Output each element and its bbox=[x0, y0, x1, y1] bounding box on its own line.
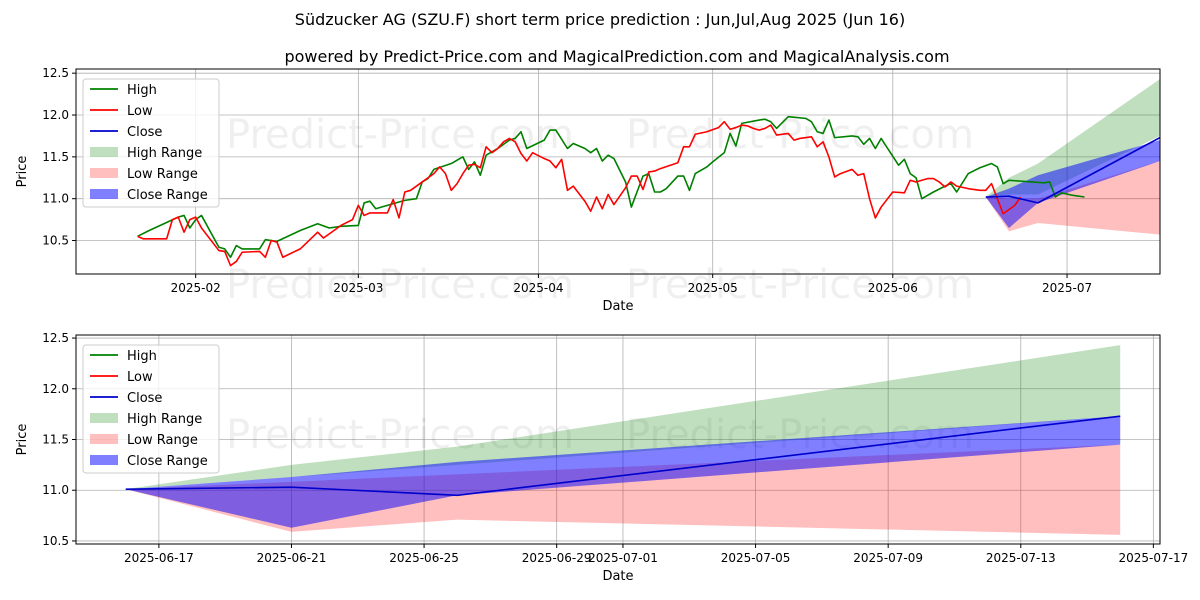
x-tick-label: 2025-07-05 bbox=[721, 551, 791, 565]
legend-label-low: Low bbox=[127, 370, 153, 385]
close-series-line bbox=[125, 415, 1121, 497]
watermark-text: Predict-Price.com bbox=[226, 412, 574, 458]
legend-box bbox=[82, 78, 220, 208]
legend-label-close-range: Close Range bbox=[127, 454, 208, 469]
y-tick-label: 12.0 bbox=[42, 108, 69, 122]
close-range-band bbox=[125, 416, 1121, 528]
legend-swatch-low-range bbox=[90, 168, 118, 178]
legend-label-low-range: Low Range bbox=[127, 433, 198, 448]
low-range-band bbox=[125, 444, 1121, 535]
legend: High Low Close High Range Low Range Close Ran… bbox=[82, 78, 220, 208]
legend-swatch-close-range bbox=[90, 455, 118, 465]
x-tick-label: 2025-06-17 bbox=[124, 551, 194, 565]
legend-label-close: Close bbox=[127, 391, 162, 406]
legend: High Low Close High Range Low Range Close Ran… bbox=[82, 344, 220, 474]
legend-swatch-high-range bbox=[90, 413, 118, 423]
x-tick-label: 2025-07-17 bbox=[1118, 551, 1188, 565]
x-axis-label: Date bbox=[602, 299, 633, 314]
plot-area bbox=[137, 79, 1160, 267]
watermark-text: Predict-Price.com bbox=[226, 112, 574, 158]
x-tick-label: 2025-06-21 bbox=[257, 551, 327, 565]
legend-swatch-high-range bbox=[90, 147, 118, 157]
legend-label-close-range: Close Range bbox=[127, 188, 208, 203]
x-tick-label: 2025-06-29 bbox=[522, 551, 592, 565]
y-axis-label: Price bbox=[15, 424, 30, 456]
x-tick-label: 2025-05 bbox=[688, 281, 738, 295]
legend-swatch-close-range bbox=[90, 189, 118, 199]
y-tick-label: 11.0 bbox=[42, 192, 69, 206]
y-tick-label: 12.5 bbox=[42, 66, 69, 80]
x-tick-label: 2025-07 bbox=[1042, 281, 1092, 295]
x-tick-label: 2025-04 bbox=[513, 281, 563, 295]
x-tick-label: 2025-06 bbox=[868, 281, 918, 295]
low-range-band bbox=[985, 161, 1160, 235]
y-tick-label: 11.0 bbox=[42, 483, 69, 497]
legend-label-close: Close bbox=[127, 125, 162, 140]
y-axis-label: Price bbox=[15, 156, 30, 188]
watermark-text: Predict-Price.com bbox=[626, 262, 974, 308]
y-tick-label: 11.5 bbox=[42, 150, 69, 164]
x-axis-label: Date bbox=[602, 569, 633, 584]
chart-subtitle: powered by Predict-Price.com and Magical… bbox=[284, 47, 949, 66]
y-tick-label: 12.0 bbox=[42, 382, 69, 396]
legend-label-high-range: High Range bbox=[127, 412, 202, 427]
legend-label-low: Low bbox=[127, 104, 153, 119]
watermark-text: Predict-Price.com bbox=[226, 262, 574, 308]
x-tick-label: 2025-07-09 bbox=[853, 551, 923, 565]
watermark-text: Predict-Price.com bbox=[626, 112, 974, 158]
plot-area bbox=[125, 345, 1121, 535]
x-tick-label: 2025-02 bbox=[171, 281, 221, 295]
x-tick-label: 2025-07-01 bbox=[588, 551, 658, 565]
legend-swatch-low-range bbox=[90, 434, 118, 444]
y-tick-label: 12.5 bbox=[42, 331, 69, 345]
x-tick-label: 2025-06-25 bbox=[389, 551, 459, 565]
high-range-band bbox=[125, 345, 1121, 490]
chart-title: Südzucker AG (SZU.F) short term price pr… bbox=[295, 10, 905, 29]
legend-label-high: High bbox=[127, 349, 157, 364]
y-tick-label: 10.5 bbox=[42, 534, 69, 548]
x-tick-label: 2025-03 bbox=[333, 281, 383, 295]
axes-frame bbox=[75, 334, 1161, 545]
x-tick-label: 2025-07-13 bbox=[986, 551, 1056, 565]
legend-label-low-range: Low Range bbox=[127, 167, 198, 182]
y-tick-label: 10.5 bbox=[42, 234, 69, 248]
close-series-line bbox=[985, 136, 1160, 204]
top-panel: 10.5 11.0 11.5 12.0 12.5 2025-02 2025-03 2025-0… bbox=[15, 66, 1161, 314]
bottom-panel: 10.5 11.0 11.5 12.0 12.5 2025-06-17 2025-06-21… bbox=[15, 331, 1188, 584]
axes-frame bbox=[75, 68, 1161, 275]
low-series-line bbox=[137, 120, 1022, 267]
legend-label-high-range: High Range bbox=[127, 146, 202, 161]
legend-label-high: High bbox=[127, 83, 157, 98]
legend-box bbox=[82, 344, 220, 474]
y-tick-label: 11.5 bbox=[42, 433, 69, 447]
